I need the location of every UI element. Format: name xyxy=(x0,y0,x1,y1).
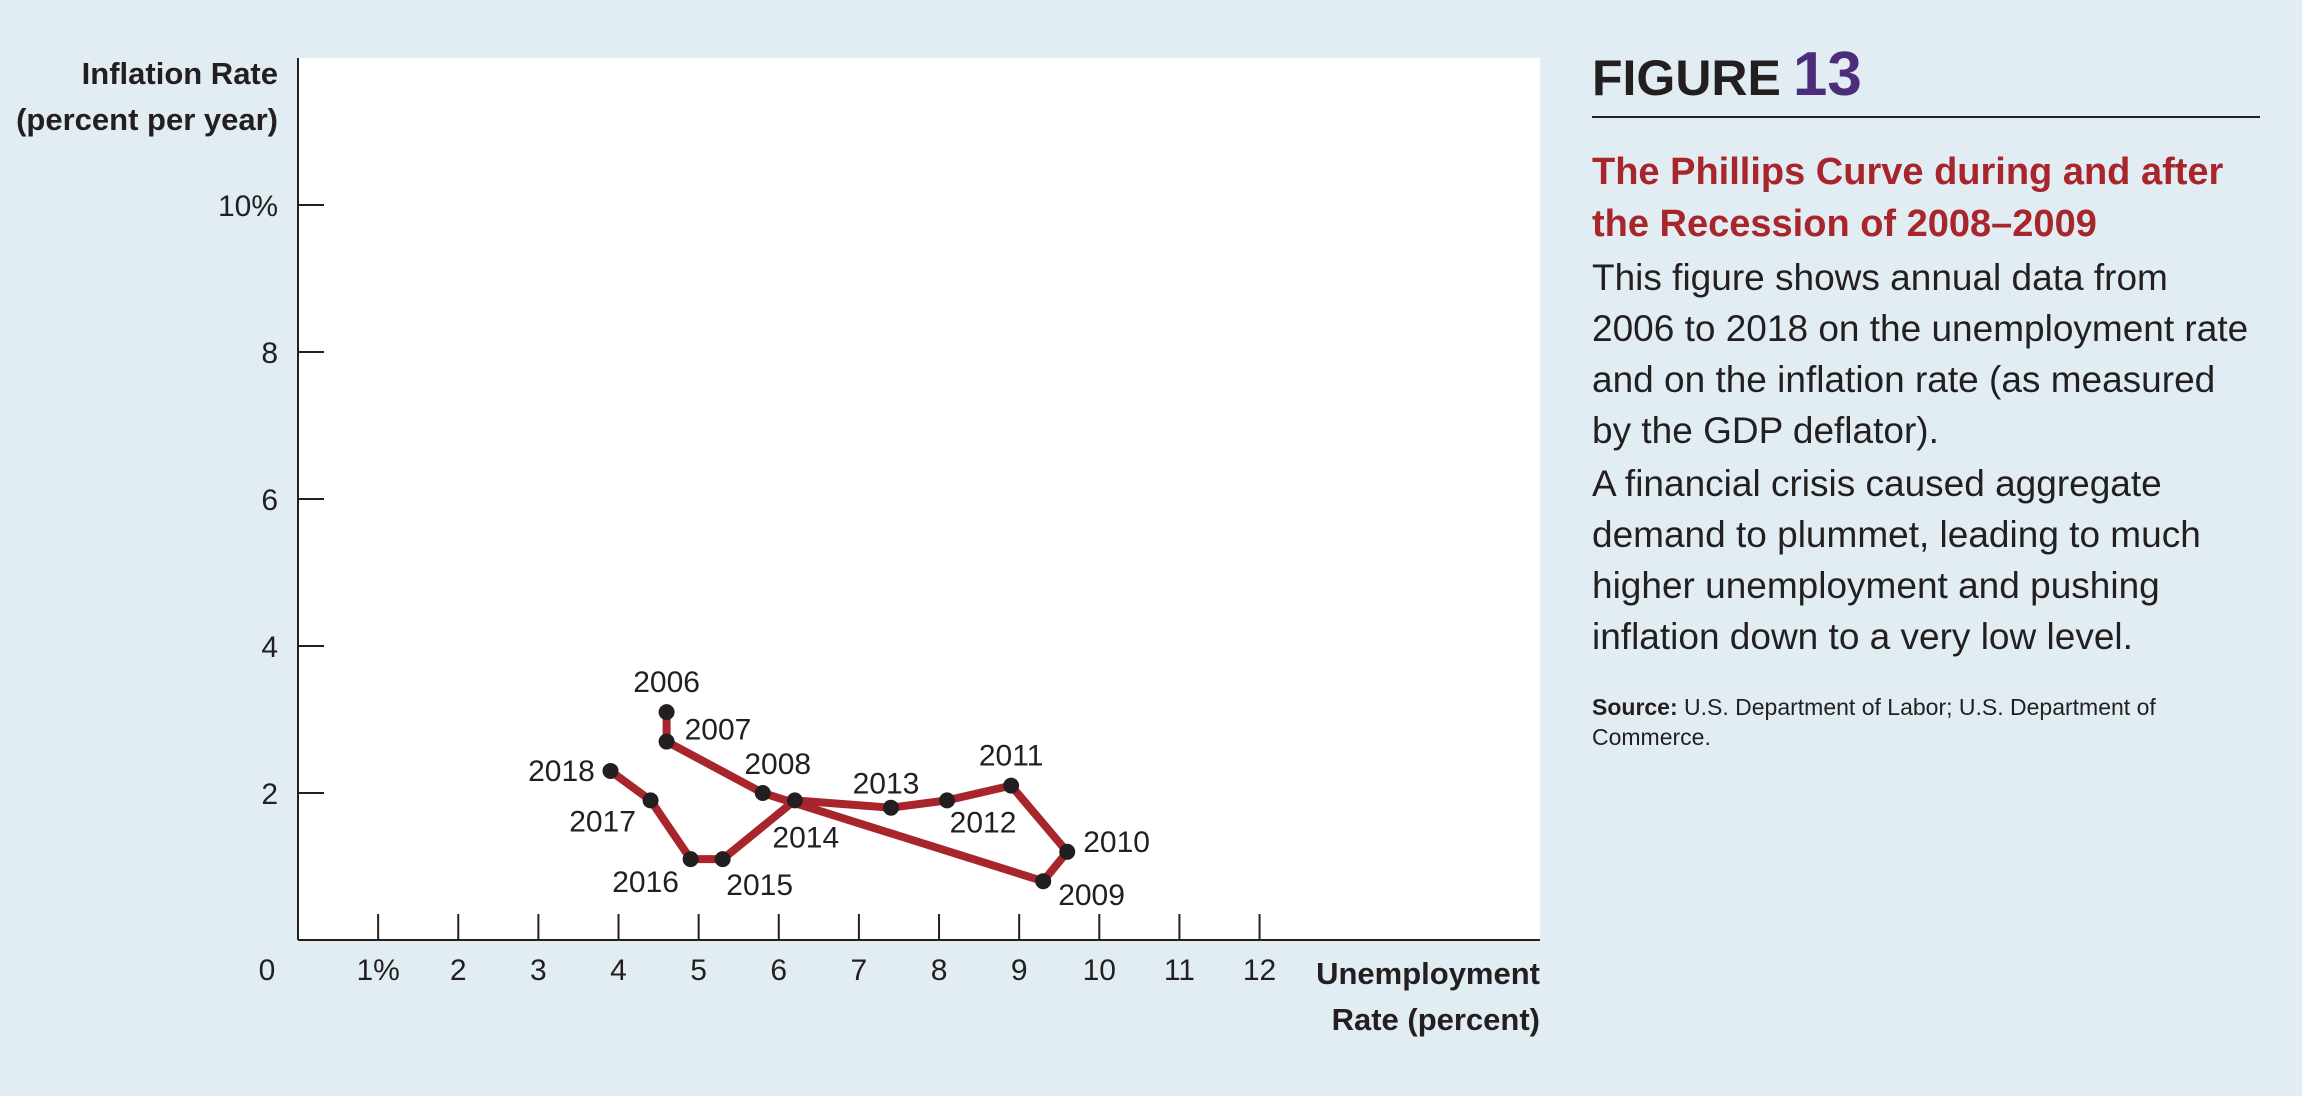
y-tick-label: 8 xyxy=(261,337,278,370)
figure-label: FIGURE xyxy=(1592,50,1781,106)
figure-number: 13 xyxy=(1792,40,1862,109)
data-label-2016: 2016 xyxy=(612,866,679,899)
source-label: Source: xyxy=(1592,694,1678,720)
x-tick-label: 2 xyxy=(450,954,467,987)
series xyxy=(602,704,1076,890)
data-label-2017: 2017 xyxy=(569,805,636,838)
data-point-2008 xyxy=(754,785,771,801)
x-tick-label: 12 xyxy=(1243,954,1276,987)
x-tick-label: 11 xyxy=(1164,954,1195,987)
data-point-2016 xyxy=(682,851,699,868)
data-point-2015 xyxy=(714,851,731,868)
data-point-2009 xyxy=(1035,873,1052,890)
data-point-2018 xyxy=(602,762,619,779)
data-label-2009: 2009 xyxy=(1058,879,1125,912)
data-label-2014: 2014 xyxy=(772,821,839,854)
x-axis-label: Rate (percent) xyxy=(1332,1002,1540,1037)
x-tick-label: 3 xyxy=(530,954,547,987)
y-tick-label: 6 xyxy=(261,484,278,517)
y-tick-label: 2 xyxy=(261,778,278,811)
y-tick-label: 10% xyxy=(218,190,278,223)
figure-source: Source: U.S. Department of Labor; U.S. D… xyxy=(1592,692,2260,752)
data-label-2013: 2013 xyxy=(853,768,920,801)
x-tick-label: 4 xyxy=(610,954,627,987)
y-axis-label: (percent per year) xyxy=(16,102,278,137)
figure-caption: FIGURE 13 The Phillips Curve during and a… xyxy=(1592,44,2260,752)
data-point-2014 xyxy=(786,792,803,809)
data-label-2018: 2018 xyxy=(528,755,595,788)
y-tick-label: 4 xyxy=(261,631,278,664)
labels: Inflation Rate (percent per year) Unemploy… xyxy=(16,56,1540,1037)
data-point-2006 xyxy=(658,704,675,721)
x-tick-label: 1% xyxy=(356,954,399,987)
x-tick-label: 7 xyxy=(851,954,868,987)
x-tick-label: 9 xyxy=(1011,954,1028,987)
data-point-2013 xyxy=(882,799,899,816)
data-label-2015: 2015 xyxy=(726,869,793,902)
x-tick-label: 8 xyxy=(931,954,948,987)
data-label-2007: 2007 xyxy=(685,714,752,747)
data-point-2011 xyxy=(1003,777,1020,794)
phillips-curve-chart: 1% 2 3 4 5 6 7 8 9 10 11 12 2 4 6 8 10% 0 Inflation Rate (… xyxy=(16,56,1540,1037)
data-label-2010: 2010 xyxy=(1083,826,1150,859)
data-point-2007 xyxy=(658,733,675,750)
figure-description-2: A financial crisis caused aggregate dema… xyxy=(1592,463,2201,657)
ticks: 1% 2 3 4 5 6 7 8 9 10 11 12 2 4 6 8 10% 0 xyxy=(218,190,1276,987)
data-point-2010 xyxy=(1059,843,1076,860)
data-point-2012 xyxy=(939,792,956,809)
x-tick-label: 5 xyxy=(690,954,707,987)
figure-description: This figure shows annual data from 2006 … xyxy=(1592,257,2249,451)
figure-header: FIGURE 13 xyxy=(1592,44,2260,118)
plot-area xyxy=(298,58,1540,940)
x-tick-label: 6 xyxy=(770,954,787,987)
data-label-2012: 2012 xyxy=(950,806,1017,839)
x-axis-label: Unemployment xyxy=(1316,956,1540,991)
x-tick-label: 10 xyxy=(1083,954,1116,987)
figure-title: The Phillips Curve during and after the … xyxy=(1592,151,2224,245)
source-text: U.S. Department of Labor; U.S. Departmen… xyxy=(1592,694,2156,750)
data-label-2006: 2006 xyxy=(633,666,700,699)
data-point-2017 xyxy=(642,792,659,809)
y-axis-label: Inflation Rate xyxy=(82,56,278,91)
origin-label: 0 xyxy=(259,954,276,987)
data-label-2008: 2008 xyxy=(744,748,811,781)
data-label-2011: 2011 xyxy=(979,740,1044,773)
